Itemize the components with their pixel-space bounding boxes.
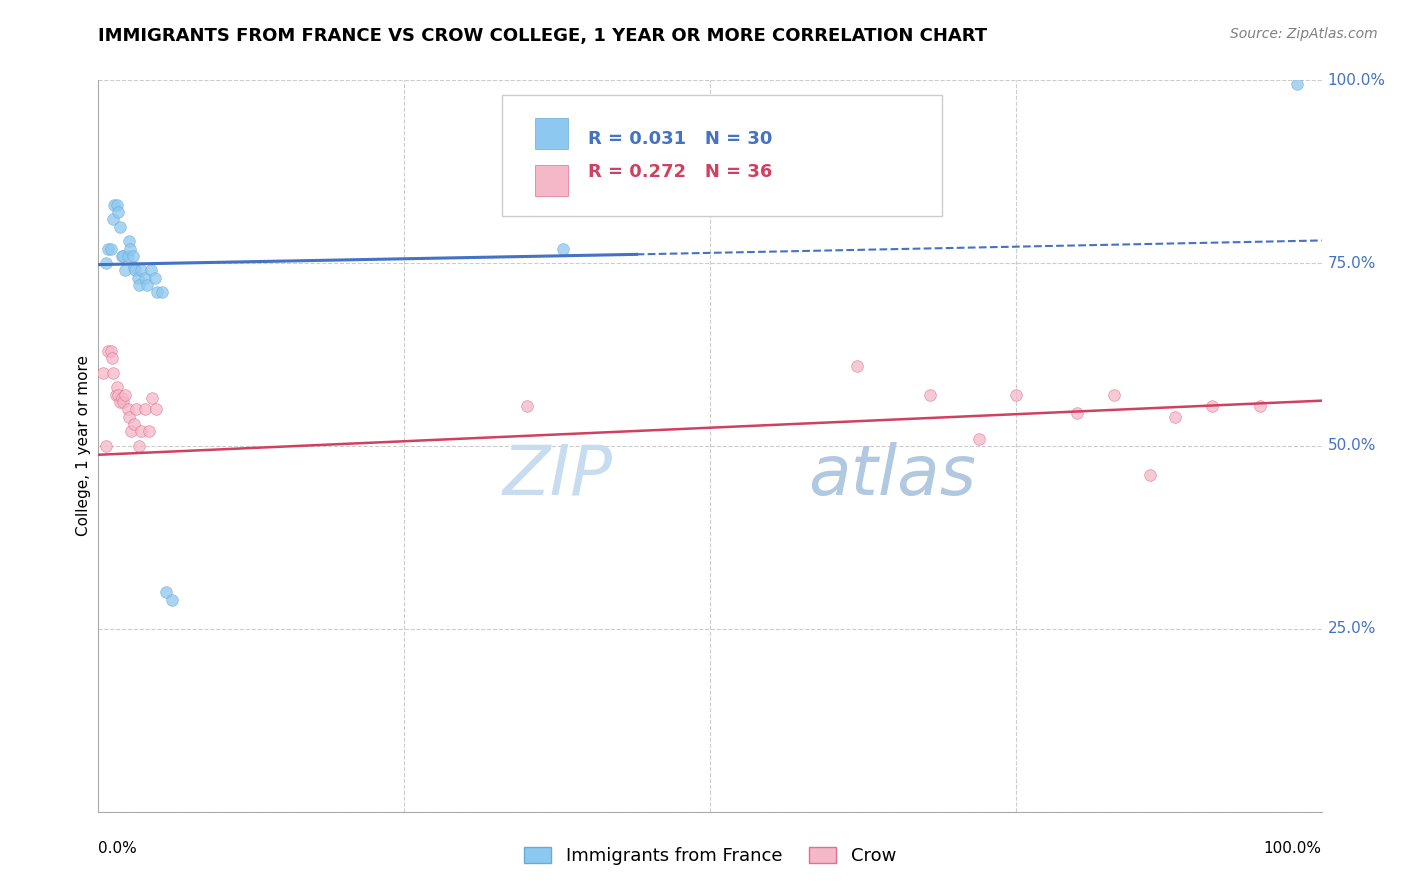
Point (118, 409, 141, 424)
Point (160, 592, 183, 607)
Y-axis label: College, 1 year or more: College, 1 year or more (76, 356, 91, 536)
Point (122, 417, 145, 431)
Point (97, 343, 120, 358)
Point (100, 242, 122, 256)
Point (1249, 399, 1271, 413)
Point (114, 263, 136, 277)
Text: Source: ZipAtlas.com: Source: ZipAtlas.com (1230, 27, 1378, 41)
Legend: Immigrants from France, Crow: Immigrants from France, Crow (517, 839, 903, 872)
Point (134, 402, 156, 417)
Point (1139, 468, 1161, 483)
Point (117, 402, 139, 417)
Point (141, 392, 163, 406)
Point (107, 205, 129, 219)
Point (101, 212, 124, 227)
Point (91, 366, 114, 380)
Point (128, 439, 150, 453)
Text: R = 0.272   N = 36: R = 0.272 N = 36 (588, 162, 772, 181)
Point (122, 260, 145, 274)
Point (134, 270, 156, 285)
Point (155, 585, 177, 599)
Point (118, 234, 141, 248)
Text: 50.0%: 50.0% (1327, 439, 1376, 453)
Point (150, 285, 173, 300)
Text: 100.0%: 100.0% (1327, 73, 1386, 87)
FancyBboxPatch shape (502, 95, 942, 216)
Point (146, 285, 169, 300)
Text: R = 0.031   N = 30: R = 0.031 N = 30 (588, 130, 772, 148)
FancyBboxPatch shape (536, 165, 568, 196)
Point (120, 425, 142, 439)
Point (139, 263, 162, 277)
Point (107, 388, 129, 402)
Point (1102, 388, 1125, 402)
Point (967, 432, 990, 446)
Text: 75.0%: 75.0% (1327, 256, 1376, 270)
Point (125, 402, 148, 417)
Point (111, 249, 134, 263)
Point (553, 242, 575, 256)
Point (845, 359, 868, 373)
Point (145, 402, 167, 417)
Text: ZIP: ZIP (502, 442, 612, 508)
FancyBboxPatch shape (536, 118, 568, 149)
Point (111, 395, 134, 409)
Text: 0.0%: 0.0% (98, 841, 138, 856)
Point (94, 256, 117, 270)
Point (1201, 399, 1223, 413)
Point (1066, 406, 1088, 420)
Point (110, 219, 132, 234)
Point (553, 161, 575, 175)
Point (121, 249, 143, 263)
Text: 100.0%: 100.0% (1264, 841, 1322, 856)
Point (110, 395, 132, 409)
Point (920, 388, 942, 402)
Point (104, 388, 127, 402)
Text: atlas: atlas (808, 442, 976, 508)
Point (515, 399, 537, 413)
Point (97, 242, 120, 256)
Point (103, 197, 125, 211)
Point (136, 278, 159, 293)
Point (1004, 388, 1026, 402)
Point (129, 425, 152, 439)
Point (124, 263, 146, 277)
Point (101, 351, 124, 366)
Text: IMMIGRANTS FROM FRANCE VS CROW COLLEGE, 1 YEAR OR MORE CORRELATION CHART: IMMIGRANTS FROM FRANCE VS CROW COLLEGE, … (98, 27, 987, 45)
Point (100, 343, 122, 358)
Point (129, 263, 152, 277)
Point (120, 242, 142, 256)
Point (105, 380, 128, 394)
Point (111, 249, 134, 263)
Point (114, 388, 136, 402)
Text: 25.0%: 25.0% (1327, 622, 1376, 636)
Point (127, 270, 149, 285)
Point (101, 366, 124, 380)
Point (138, 425, 160, 439)
Point (128, 278, 150, 293)
Point (111, 392, 134, 406)
Point (94, 439, 117, 453)
Point (1286, 77, 1309, 91)
Point (1164, 409, 1187, 424)
Point (143, 270, 166, 285)
Point (105, 197, 128, 211)
Point (117, 249, 139, 263)
